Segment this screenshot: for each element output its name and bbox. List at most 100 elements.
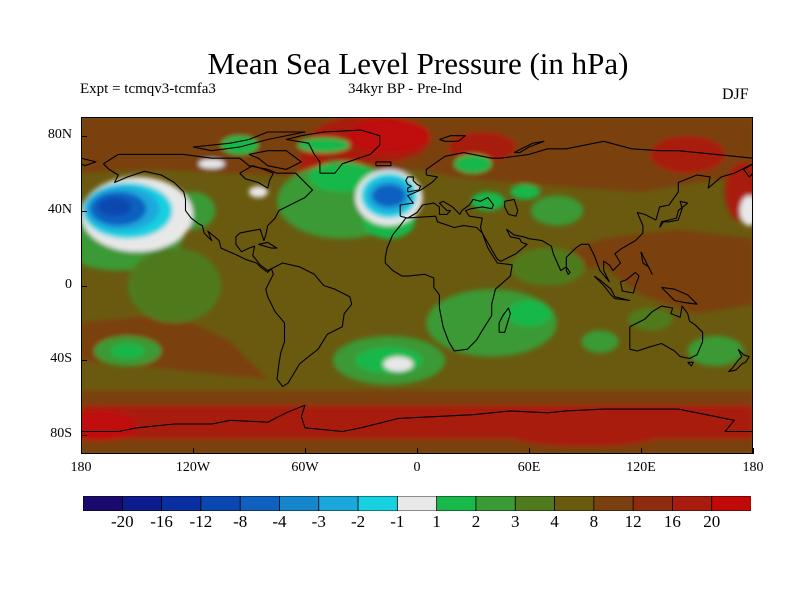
coast-australia [629,305,704,360]
central-pacific-green [127,248,221,323]
dateline-pale-spot [739,195,753,226]
latitude-label: 80N [47,126,72,142]
longitude-label: 180 [70,460,92,475]
colorbar-label: -12 [189,512,213,531]
colorbar-box [200,496,241,511]
latitude-label: 0 [65,276,72,292]
colorbar-label: -8 [233,512,248,531]
longitude-label: 60W [291,460,319,475]
canada-pale-spot [198,159,225,169]
latitude-tick [81,435,87,437]
arabian-sea-green [510,248,585,286]
longitude-label: 0 [413,460,421,475]
coast-new-guinea [661,286,698,305]
coast-cuba [258,241,278,249]
longitude-tick [753,448,754,454]
coast-caspian [504,198,519,217]
icelandic-low-core [372,184,406,207]
colorbar-label: -20 [110,512,134,531]
pressure-map [81,117,753,454]
map-title: Mean Sea Level Pressure (in hPa) [207,46,629,81]
pressure-map-canvas [81,117,753,454]
latitude-label: 40S [50,351,72,367]
southeast-indian-green [581,330,619,353]
colorbar-label: 16 [663,512,681,531]
coast-novaya-zemlya [513,140,545,154]
latitude-tick [81,360,87,362]
longitude-label: 120W [175,460,211,475]
colorbar-label: 8 [589,512,599,531]
south-pacific-green-core [110,343,145,359]
colorbar [83,496,751,511]
period-label: 34kyr BP - Pre-Ind [348,81,463,97]
coast-north-america [103,153,314,273]
colorbar-box [318,496,359,511]
coast-iceland [375,161,392,167]
australia-green [627,307,673,331]
longitude-tick [417,448,418,454]
latitude-label: 40N [47,201,72,217]
coast-siberia-left [81,157,97,167]
colorbar-box [475,496,516,511]
colorbar-label: -16 [150,512,173,531]
longitude-tick [193,448,194,454]
coast-greenland [285,129,381,174]
colorbar-label: -1 [390,512,405,531]
colorbar-box [711,496,751,511]
coast-hudson-bay [239,165,274,189]
coast-borneo [619,271,640,294]
colorbar-label: 3 [510,512,520,531]
colorbar-label: 20 [703,512,721,531]
tibet-green [530,195,584,226]
coast-indonesia [593,275,631,302]
coast-sri-lanka [565,266,571,275]
colorbar-box [279,496,320,511]
ross-high [81,410,137,441]
coast-philippines [640,251,653,275]
colorbar-box [554,496,595,511]
black-sea-green [471,191,505,211]
canada-arctic-green [221,135,259,155]
colorbar-box [83,496,123,511]
colorbar-box [436,496,477,511]
south-atlantic-pale [383,356,414,372]
baffin-green [297,137,350,153]
coast-africa [384,215,513,352]
coast-baffin [248,150,302,170]
coast-arctic-islands [192,131,306,152]
season-label: DJF [722,86,749,103]
longitude-tick [305,448,306,454]
latitude-tick [81,135,87,137]
coast-tasmania [687,361,694,367]
colorbar-box [672,496,713,511]
longitude-tick [641,448,642,454]
greenland-high-core [347,118,431,153]
longitude-label: 180 [742,460,764,475]
coast-svalbard [439,135,467,142]
aleutian-low-core [97,197,132,217]
experiment-label: Expt = tcmqv3-tcmfa3 [80,81,216,97]
colorbar-box [593,496,634,511]
latitude-tick [81,285,87,287]
colorbar-box [239,496,281,511]
antarctic-high [510,424,660,447]
longitude-label: 60E [517,460,541,475]
coast-eurasia [399,140,753,283]
colorbar-label: 4 [550,512,559,531]
coast-antarctica [81,404,753,433]
colorbar-box [514,496,556,511]
barents-high [448,131,516,162]
latitude-label: 80S [50,426,72,442]
latitude-tick [81,210,87,212]
colorbar-label: 1 [432,512,441,531]
siberia-high [650,135,726,174]
tasman-green [687,336,744,367]
colorbar-box [161,496,202,511]
great-lakes-pale-spot [249,186,268,198]
colorbar-label: -2 [350,512,366,531]
indo-pacific-warm-patch [529,229,753,314]
colorbar-label: -4 [272,512,287,531]
scandinavia-green [454,154,492,174]
indian-ocean-green-core [506,300,552,327]
colorbar-box [396,496,438,511]
